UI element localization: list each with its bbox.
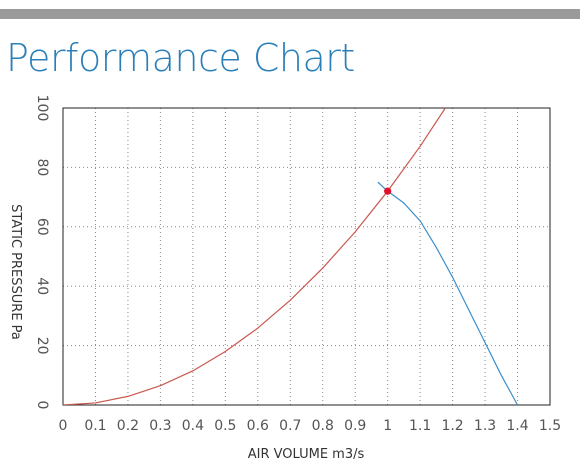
page-title: Performance Chart <box>6 36 355 80</box>
x-tick-label: 1.4 <box>506 418 528 434</box>
x-tick-label: 1.2 <box>441 418 463 434</box>
x-tick-label: 0 <box>59 418 68 434</box>
x-tick-label: 0.8 <box>312 418 334 434</box>
x-tick-label: 1 <box>383 418 392 434</box>
y-tick-label: 20 <box>34 337 50 355</box>
x-tick-label: 0.1 <box>84 418 106 434</box>
x-tick-label: 1.5 <box>539 418 561 434</box>
plot-border <box>62 107 551 406</box>
x-tick-label: 0.4 <box>182 418 204 434</box>
top-bar <box>0 9 580 19</box>
y-tick-labels: 0 20 40 60 80 100 <box>34 95 50 410</box>
y-tick-label: 0 <box>34 401 50 410</box>
x-tick-label: 1.1 <box>409 418 431 434</box>
x-tick-labels: 0 0.1 0.2 0.3 0.4 0.5 0.6 0.7 0.8 0.9 1 1.1 1.2 1.3 1.… <box>59 418 562 434</box>
y-tick-label: 100 <box>34 95 50 122</box>
x-tick-label: 1.3 <box>474 418 496 434</box>
operating-points <box>384 187 392 195</box>
grid <box>63 108 550 405</box>
series-line-2 <box>377 181 519 405</box>
y-tick-label: 60 <box>34 218 50 236</box>
x-tick-label: 0.9 <box>344 418 366 434</box>
y-tick-label: 40 <box>34 277 50 295</box>
operating-point <box>384 187 392 195</box>
x-tick-label: 0.3 <box>149 418 171 434</box>
x-tick-label: 0.6 <box>247 418 269 434</box>
series <box>63 108 519 405</box>
x-tick-label: 0.2 <box>117 418 139 434</box>
series-line-1 <box>63 108 447 405</box>
x-tick-label: 0.5 <box>214 418 236 434</box>
x-tick-label: 0.7 <box>279 418 301 434</box>
y-tick-label: 80 <box>34 158 50 176</box>
y-axis-label: STATIC PRESSURE Pa <box>8 204 23 340</box>
plot-frame <box>62 107 551 406</box>
x-axis-label: AIR VOLUME m3/s <box>248 447 365 462</box>
